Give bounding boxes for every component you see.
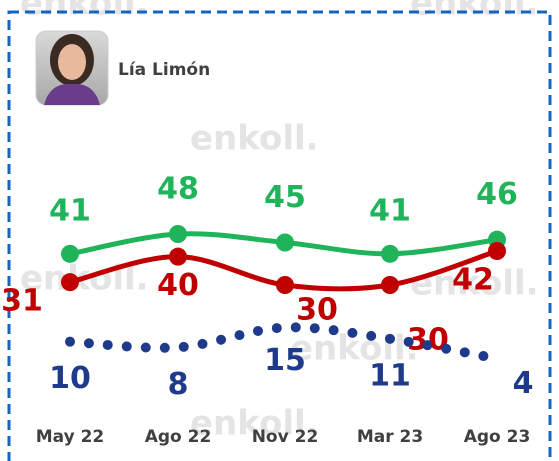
value-label: 31: [1, 284, 43, 319]
x-tick-label: Ago 23: [464, 427, 531, 447]
value-label: 11: [369, 358, 411, 393]
value-label: 15: [264, 343, 306, 378]
value-label: 8: [168, 367, 189, 402]
value-label: 48: [157, 172, 199, 207]
value-label: 41: [49, 193, 91, 228]
point: [381, 245, 399, 263]
point: [276, 234, 294, 252]
x-tick-label: Nov 22: [252, 427, 319, 447]
point: [276, 276, 294, 294]
value-label: 4: [513, 366, 534, 401]
value-label: 46: [476, 177, 518, 212]
point: [61, 245, 79, 263]
point: [169, 248, 187, 266]
point: [169, 225, 187, 243]
value-label: 42: [452, 263, 494, 298]
value-label: 41: [369, 193, 411, 228]
x-tick-label: Ago 22: [145, 427, 212, 447]
point: [61, 273, 79, 291]
chart-title: Lía Limón: [118, 60, 210, 80]
point: [381, 276, 399, 294]
photo: [36, 31, 108, 105]
x-tick-label: Mar 23: [357, 427, 423, 447]
value-label: 30: [296, 293, 338, 328]
chart: enkoll.enkoll.enkoll.enkoll.enkoll.enkol…: [0, 0, 559, 461]
value-label: 30: [407, 323, 449, 358]
point: [488, 242, 506, 260]
x-tick-label: May 22: [36, 427, 105, 447]
watermark: enkoll.: [190, 119, 319, 159]
value-label: 10: [49, 361, 91, 396]
value-label: 40: [157, 268, 199, 303]
value-label: 45: [264, 180, 306, 215]
